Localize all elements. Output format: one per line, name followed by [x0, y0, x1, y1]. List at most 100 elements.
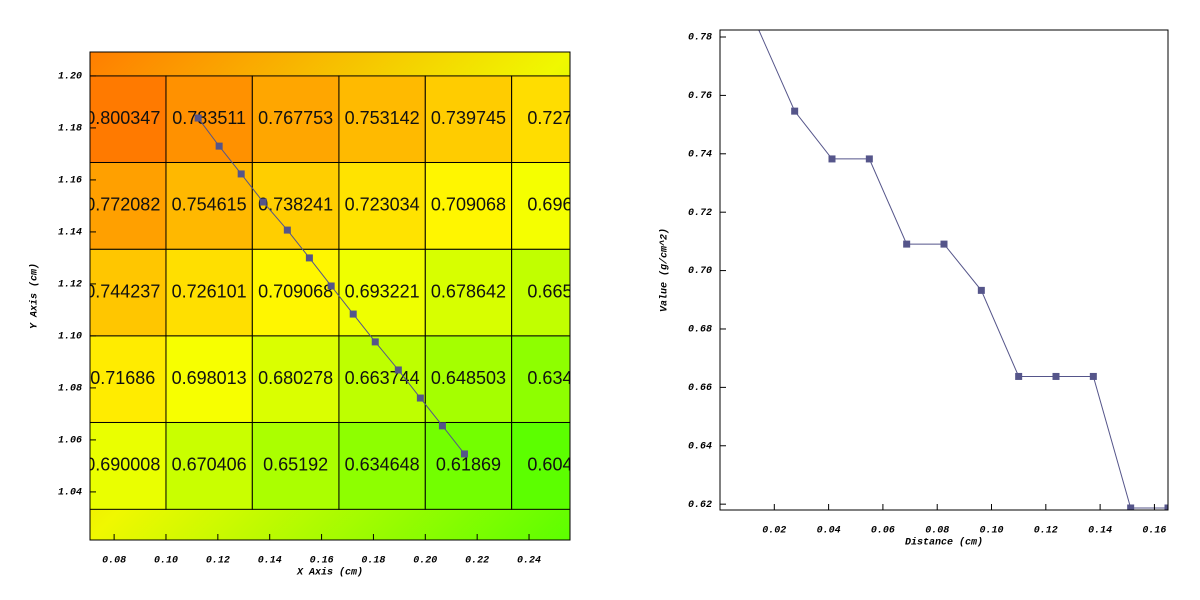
cell: [511, 421, 570, 510]
cell-label: 0.709068: [431, 195, 506, 215]
axis-frame: [719, 29, 1169, 511]
cell: [251, 421, 340, 510]
cell-label: 0.61869: [436, 455, 501, 475]
cell: [165, 335, 253, 423]
marker: [720, 30, 724, 31]
cell-label: 0.690008: [85, 455, 160, 475]
cell-label: 0.709068: [258, 281, 333, 301]
marker: [394, 366, 402, 374]
cell-label: 0.744237: [85, 281, 160, 301]
cell-label: 0.680278: [258, 368, 333, 388]
y-tick-label: 1.20: [58, 72, 82, 83]
cell-label: 0.6047: [527, 455, 582, 475]
plot-area: [720, 30, 1168, 510]
cell-label: 0.663744: [345, 368, 420, 388]
y-tick-label: 0.78: [688, 33, 712, 44]
marker: [977, 286, 985, 294]
marker: [416, 394, 424, 402]
marker: [903, 240, 911, 248]
x-tick-label: 0.12: [206, 556, 230, 567]
cell: [511, 335, 570, 423]
marker: [237, 170, 245, 178]
marker: [438, 422, 446, 430]
y-tick-label: 1.06: [58, 436, 82, 447]
x-tick-label: 0.18: [361, 556, 385, 567]
y-tick-label: 0.66: [688, 383, 712, 394]
cell-label: 0.7276: [527, 108, 582, 128]
cell-label: 0.753142: [345, 108, 420, 128]
cell-label: 0.800347: [85, 108, 160, 128]
cell: [338, 75, 426, 163]
marker: [194, 114, 202, 122]
x-tick-label: 0.04: [817, 526, 841, 537]
cell: [511, 75, 570, 163]
cell-label: 0.726101: [172, 281, 247, 301]
x-axis-title: X Axis (cm): [296, 567, 363, 579]
marker: [259, 198, 267, 206]
marker: [791, 107, 799, 115]
marker: [865, 155, 873, 163]
cell-label: 0.738241: [258, 195, 333, 215]
cell: [424, 75, 513, 163]
cell: [90, 421, 167, 510]
cell-label: 0.772082: [85, 195, 160, 215]
axis-frame: [89, 51, 571, 541]
cell-label: 0.723034: [345, 195, 420, 215]
cell-label: 0.71686: [90, 368, 155, 388]
marker: [1089, 372, 1097, 380]
cell-label: 0.634648: [345, 455, 420, 475]
x-axis-title: Distance (cm): [905, 537, 983, 549]
cell-label: 0.6654: [527, 281, 582, 301]
cell: [90, 161, 167, 250]
marker: [753, 30, 761, 31]
x-tick-label: 0.02: [762, 526, 786, 537]
cell-label: 0.6964: [527, 195, 582, 215]
y-tick-label: 0.68: [688, 325, 712, 336]
marker: [371, 338, 379, 346]
cell-label: 0.670406: [172, 455, 247, 475]
cell: [251, 75, 340, 163]
cell: [511, 248, 570, 337]
cell-label: 0.767753: [258, 108, 333, 128]
marker: [1052, 372, 1060, 380]
cell-label: 0.698013: [172, 368, 247, 388]
marker: [1015, 372, 1023, 380]
x-tick-label: 0.10: [154, 556, 178, 567]
y-tick-label: 1.04: [58, 488, 82, 499]
marker: [305, 254, 313, 262]
y-tick-label: 1.12: [58, 280, 82, 291]
y-tick-label: 0.64: [688, 441, 712, 452]
y-tick-label: 1.08: [58, 384, 82, 395]
cell-label: 0.693221: [345, 281, 420, 301]
marker: [828, 155, 836, 163]
cell: [424, 161, 513, 250]
marker: [327, 282, 335, 290]
y-tick-label: 1.16: [58, 176, 82, 187]
y-tick-label: 0.70: [688, 266, 712, 277]
cell-label: 0.6346: [527, 368, 582, 388]
cell: [424, 421, 513, 510]
x-tick-label: 0.16: [1142, 526, 1166, 537]
cell: [90, 75, 167, 163]
x-tick-label: 0.06: [871, 526, 895, 537]
cell: [251, 248, 340, 337]
y-tick-label: 0.76: [688, 91, 712, 102]
cell: [511, 161, 570, 250]
x-tick-label: 0.16: [310, 556, 334, 567]
marker: [215, 142, 223, 150]
x-tick-label: 0.24: [517, 556, 541, 567]
y-tick-label: 0.74: [688, 149, 712, 160]
cell: [424, 335, 513, 423]
series-line: [758, 30, 1168, 509]
x-tick-label: 0.14: [1088, 526, 1112, 537]
x-tick-label: 0.20: [413, 556, 437, 567]
y-tick-label: 1.10: [58, 332, 82, 343]
cell: [165, 248, 253, 337]
cell: [90, 335, 167, 423]
x-tick-label: 0.14: [258, 556, 282, 567]
cell: [251, 335, 340, 423]
y-tick-label: 0.62: [688, 500, 712, 511]
cell: [424, 248, 513, 337]
cell-label: 0.65192: [263, 455, 328, 475]
